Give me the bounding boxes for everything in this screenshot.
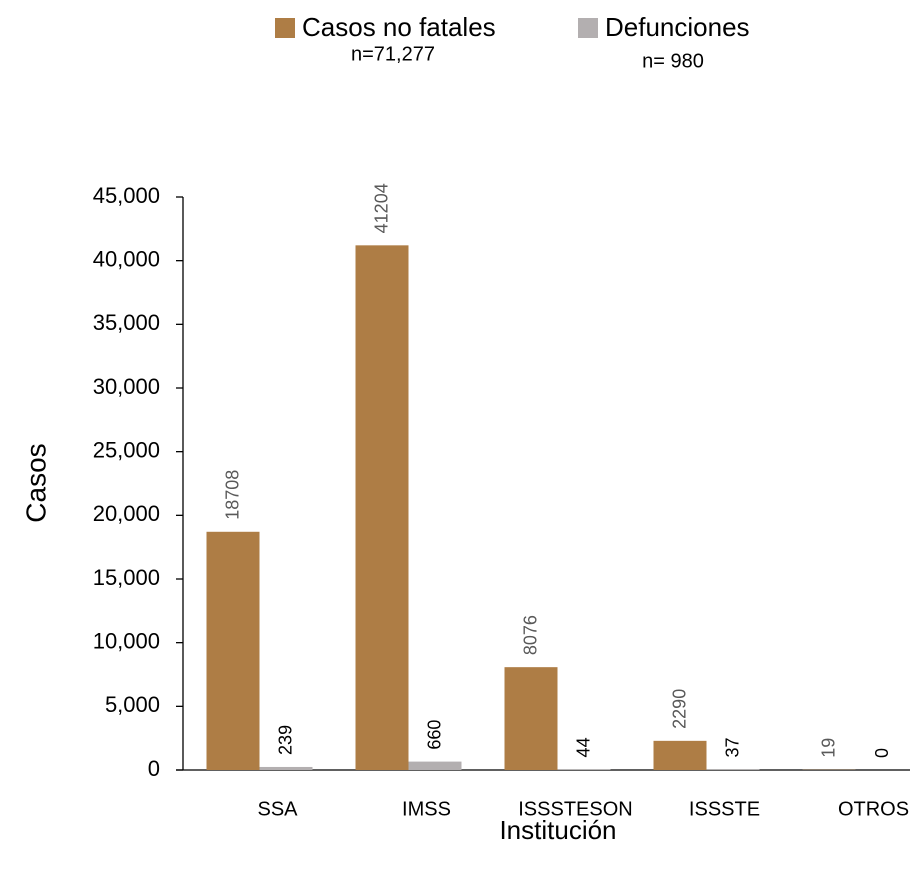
bar (206, 531, 260, 770)
x-tick-label: OTROS (838, 798, 909, 820)
x-tick-label: ISSSTESON (518, 798, 632, 820)
y-tick-label: 25,000 (93, 437, 160, 462)
bar (653, 740, 707, 770)
legend-note: n=71,277 (351, 43, 435, 65)
bar (557, 769, 611, 770)
bar (504, 667, 558, 770)
data-label: 239 (276, 725, 296, 755)
data-label: 0 (872, 748, 892, 758)
data-label: 18708 (223, 470, 243, 520)
x-tick-label: IMSS (402, 798, 451, 820)
legend-label: Casos no fatales (302, 12, 496, 42)
x-tick-label: ISSSTE (689, 798, 760, 820)
x-tick-label: SSA (257, 798, 298, 820)
data-label: 41204 (372, 183, 392, 233)
y-tick-label: 15,000 (93, 565, 160, 590)
y-tick-label: 5,000 (105, 692, 160, 717)
bar (408, 761, 462, 770)
y-tick-label: 0 (148, 756, 160, 781)
x-axis-title: Institución (499, 815, 616, 845)
y-tick-label: 20,000 (93, 501, 160, 526)
legend-swatch (578, 18, 598, 38)
data-label: 44 (574, 737, 594, 757)
y-tick-label: 45,000 (93, 183, 160, 208)
y-tick-label: 35,000 (93, 310, 160, 335)
legend-note: n= 980 (642, 50, 704, 72)
y-tick-label: 10,000 (93, 628, 160, 653)
y-axis-title: Casos (20, 443, 51, 522)
y-tick-label: 40,000 (93, 246, 160, 271)
data-label: 660 (425, 720, 445, 750)
bar (355, 245, 409, 770)
data-label: 8076 (521, 615, 541, 655)
legend-label: Defunciones (605, 12, 750, 42)
bar (259, 766, 313, 770)
legend-swatch (275, 18, 295, 38)
data-label: 37 (723, 737, 743, 757)
y-tick-label: 30,000 (93, 374, 160, 399)
data-label: 19 (819, 738, 839, 758)
data-label: 2290 (670, 689, 690, 729)
